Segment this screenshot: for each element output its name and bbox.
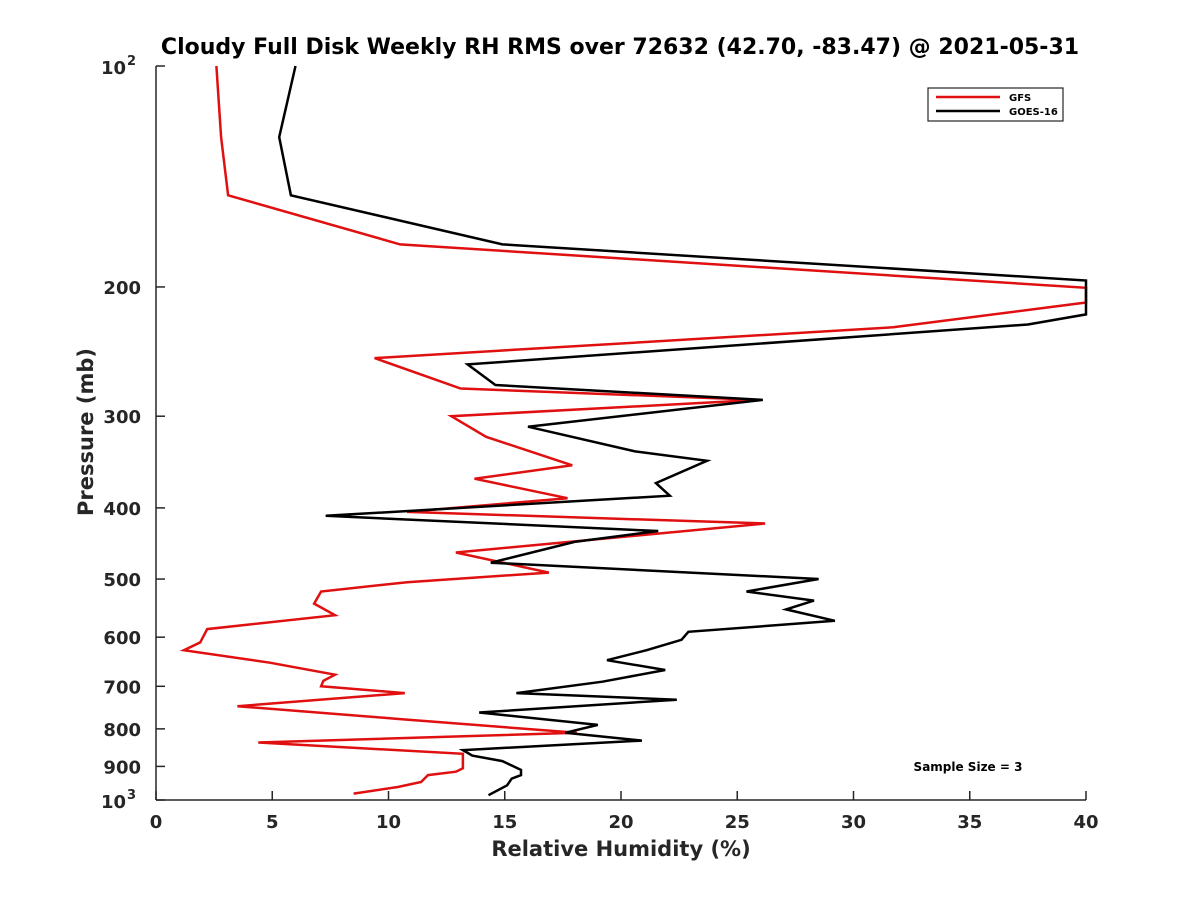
sample-size-annotation: Sample Size = 3 xyxy=(914,760,1023,774)
x-axis-label: Relative Humidity (%) xyxy=(491,837,750,861)
x-tick-label: 15 xyxy=(492,812,517,833)
y-tick-label: 500 xyxy=(103,570,141,591)
y-tick-label: 600 xyxy=(103,628,141,649)
y-tick-label: 10 xyxy=(101,58,126,79)
y-tick-label: 400 xyxy=(103,499,141,520)
x-tick-label: 25 xyxy=(725,812,750,833)
x-tick-label: 30 xyxy=(841,812,866,833)
y-tick-label: 10 xyxy=(101,792,126,813)
series-line-goes-16 xyxy=(277,65,1088,797)
y-tick-label: 900 xyxy=(103,757,141,778)
y-tick-label: 800 xyxy=(103,720,141,741)
legend: GFS GOES-16 xyxy=(927,87,1064,122)
chart-title: Cloudy Full Disk Weekly RH RMS over 7263… xyxy=(161,35,1079,60)
y-axis-label: Pressure (mb) xyxy=(74,348,98,516)
legend-label: GOES-16 xyxy=(1009,107,1058,118)
y-tick-label: 700 xyxy=(103,677,141,698)
y-tick-label-exponent: 2 xyxy=(127,54,136,69)
x-tick-label: 5 xyxy=(266,812,279,833)
x-tick-label: 20 xyxy=(608,812,633,833)
x-tick-label: 0 xyxy=(150,812,163,833)
y-tick-label: 200 xyxy=(103,278,141,299)
legend-label: GFS xyxy=(1009,93,1031,104)
legend-box xyxy=(927,87,1064,122)
series-line-gfs xyxy=(179,65,1088,795)
y-tick-label-exponent: 3 xyxy=(127,788,136,803)
x-tick-label: 35 xyxy=(957,812,982,833)
plot-lines xyxy=(179,65,1088,797)
x-tick-label: 10 xyxy=(376,812,401,833)
x-tick-label: 40 xyxy=(1073,812,1098,833)
y-tick-label: 300 xyxy=(103,407,141,428)
